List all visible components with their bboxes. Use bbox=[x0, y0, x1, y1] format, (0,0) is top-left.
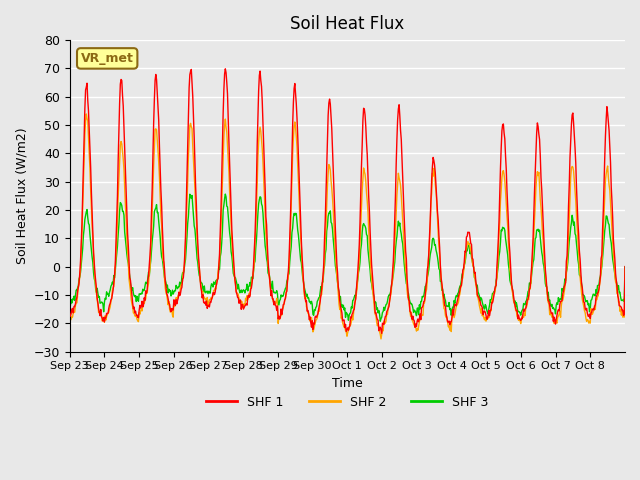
SHF 3 bbox=[131, 294, 139, 300]
SHF 2 bbox=[621, 266, 629, 272]
Line: SHF 1: SHF 1 bbox=[70, 69, 625, 334]
SHF 3 bbox=[437, 277, 445, 283]
SHF 2 bbox=[437, 276, 445, 282]
X-axis label: Time: Time bbox=[332, 377, 363, 390]
Line: SHF 3: SHF 3 bbox=[70, 194, 625, 321]
SHF 1 bbox=[131, 310, 139, 316]
SHF 1 bbox=[234, 295, 241, 300]
SHF 1 bbox=[261, 186, 269, 192]
SHF 1 bbox=[378, 331, 385, 336]
SHF 1 bbox=[437, 275, 445, 280]
SHF 2 bbox=[261, 210, 269, 216]
SHF 1 bbox=[282, 290, 290, 296]
SHF 1 bbox=[621, 264, 629, 269]
Y-axis label: Soil Heat Flux (W/m2): Soil Heat Flux (W/m2) bbox=[15, 128, 28, 264]
SHF 2 bbox=[66, 314, 74, 320]
SHF 3 bbox=[406, 299, 414, 305]
SHF 1 bbox=[221, 66, 229, 72]
SHF 2 bbox=[83, 111, 90, 117]
SHF 3 bbox=[221, 191, 229, 197]
SHF 3 bbox=[621, 264, 629, 270]
SHF 2 bbox=[377, 336, 385, 342]
SHF 2 bbox=[234, 290, 241, 296]
Text: VR_met: VR_met bbox=[81, 52, 134, 65]
Legend: SHF 1, SHF 2, SHF 3: SHF 1, SHF 2, SHF 3 bbox=[201, 391, 494, 414]
SHF 2 bbox=[282, 291, 290, 297]
SHF 3 bbox=[376, 318, 384, 324]
SHF 3 bbox=[66, 306, 74, 312]
SHF 3 bbox=[261, 243, 269, 249]
SHF 2 bbox=[132, 313, 140, 319]
Title: Soil Heat Flux: Soil Heat Flux bbox=[290, 15, 404, 33]
SHF 2 bbox=[406, 309, 414, 314]
Line: SHF 2: SHF 2 bbox=[70, 114, 625, 339]
SHF 3 bbox=[234, 286, 241, 292]
SHF 1 bbox=[406, 308, 414, 314]
SHF 3 bbox=[282, 285, 290, 290]
SHF 1 bbox=[66, 312, 74, 317]
